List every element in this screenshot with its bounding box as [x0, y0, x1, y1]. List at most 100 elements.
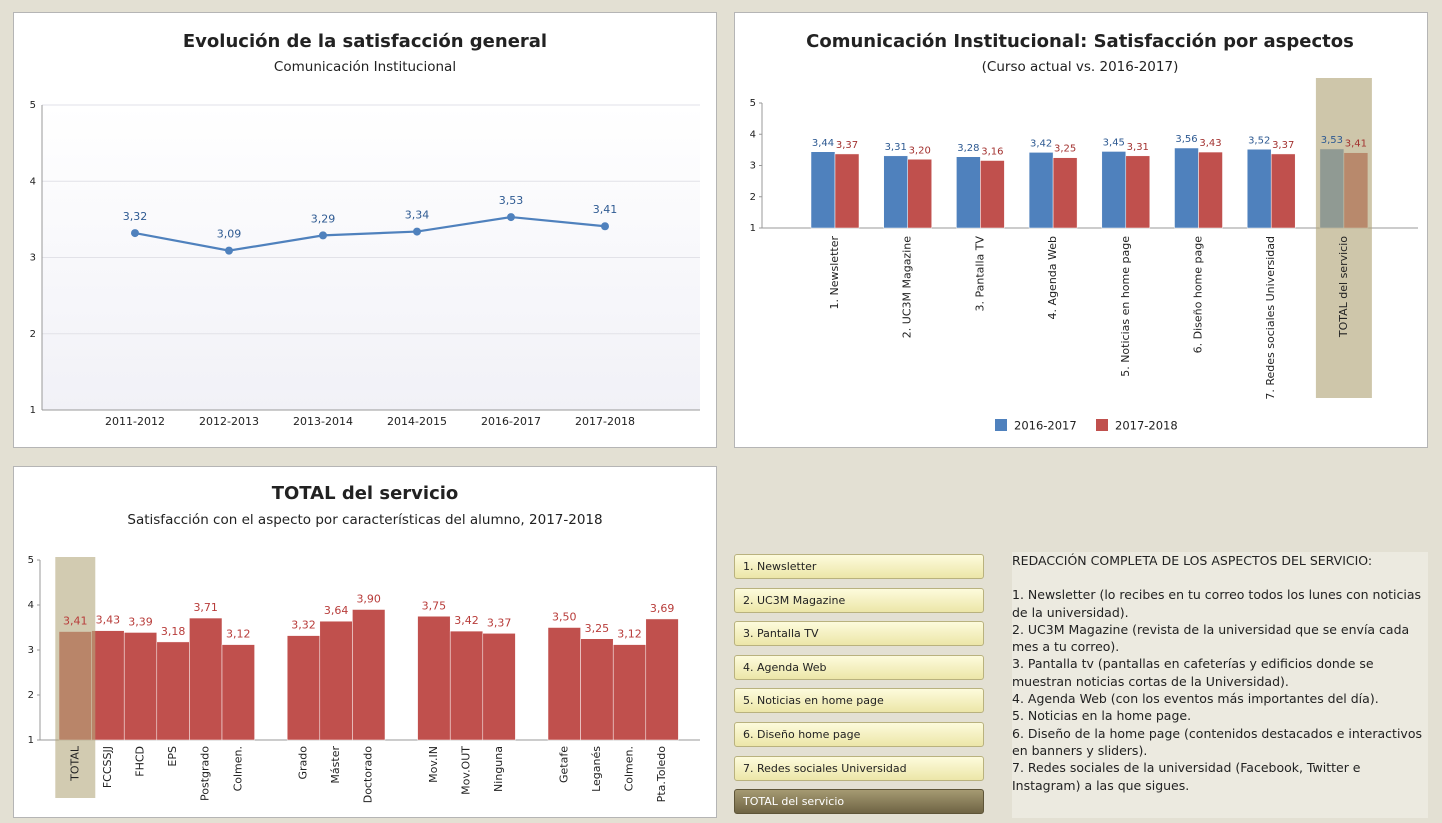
y-tick-label: 3 [28, 645, 34, 656]
value-label: 3,32 [291, 619, 316, 632]
bar [352, 609, 386, 741]
aspect-button[interactable]: 1. Newsletter [734, 554, 984, 579]
y-tick-label: 1 [750, 223, 756, 234]
chart-subtitle: (Curso actual vs. 2016-2017) [982, 59, 1179, 75]
y-tick-label: 5 [30, 100, 36, 111]
bar [221, 644, 255, 741]
point [413, 227, 421, 236]
y-tick-label: 2 [30, 329, 36, 340]
spacer [1012, 569, 1428, 586]
value-label: 3,09 [217, 228, 242, 241]
x-tick-label: 6. Diseño home page [1192, 236, 1205, 354]
aspect-button[interactable]: TOTAL del servicio [734, 789, 984, 815]
description-item: 2. UC3M Magazine (revista de la universi… [1012, 621, 1410, 655]
bar [156, 641, 190, 741]
value-label: 3,56 [1175, 134, 1197, 145]
chart-subtitle: Comunicación Institucional [274, 59, 456, 75]
value-label: 3,34 [405, 209, 430, 222]
highlight [1315, 78, 1372, 398]
value-label: 3,41 [593, 203, 618, 216]
bar [189, 617, 223, 741]
value-label: 3,41 [1345, 139, 1367, 150]
panel [734, 12, 1428, 448]
x-tick-label: 7. Redes sociales Universidad [1264, 236, 1277, 400]
aspect-button[interactable]: 2. UC3M Magazine [734, 587, 984, 613]
value-label: 3,37 [836, 140, 858, 151]
aspect-button[interactable]: 7. Redes sociales Universidad [734, 755, 984, 781]
bar [645, 618, 679, 741]
x-tick-label: Mov.IN [427, 746, 440, 783]
value-label: 3,41 [63, 615, 88, 628]
chart-title: Evolución de la satisfacción general [183, 31, 547, 52]
value-label: 3,69 [650, 602, 675, 615]
x-tick-label: 2012-2013 [199, 415, 259, 428]
bar [810, 151, 836, 229]
x-tick-label: Postgrado [199, 746, 212, 801]
bar [91, 630, 125, 741]
value-label: 3,64 [324, 604, 349, 617]
x-tick-label: EPS [166, 746, 179, 767]
description-item: 7. Redes sociales de la universidad (Fac… [1012, 760, 1361, 793]
y-tick-label: 2 [28, 690, 34, 701]
value-label: 3,32 [123, 210, 148, 223]
highlight [55, 557, 96, 798]
value-label: 3,53 [499, 194, 524, 207]
x-tick-label: Máster [329, 746, 342, 784]
point [601, 222, 609, 231]
aspect-button[interactable]: 5. Noticias en home page [734, 688, 984, 714]
value-label: 3,45 [1103, 137, 1125, 148]
point [507, 213, 515, 222]
value-label: 3,75 [422, 599, 447, 612]
description-item: 5. Noticias en la home page. [1012, 708, 1192, 724]
x-tick-label: 1. Newsletter [828, 236, 841, 310]
x-tick-label: Colmen. [231, 746, 244, 791]
bar [1028, 152, 1054, 229]
bar [1052, 157, 1078, 229]
bar [1125, 155, 1151, 229]
y-tick-label: 5 [750, 98, 756, 109]
y-tick-label: 4 [750, 129, 756, 140]
description: REDACCIÓN COMPLETA DE LOS ASPECTOS DEL S… [1012, 552, 1428, 818]
y-tick-label: 1 [30, 405, 36, 416]
value-label: 3,29 [311, 212, 336, 225]
bar [123, 632, 158, 741]
value-label: 3,53 [1321, 135, 1343, 146]
bar [883, 155, 908, 229]
bar [1101, 151, 1127, 229]
x-tick-label: 2017-2018 [575, 415, 635, 428]
x-tick-label: 2014-2015 [387, 415, 447, 428]
aspect-button[interactable]: 3. Pantalla TV [734, 621, 984, 647]
bar [449, 630, 484, 741]
value-label: 3,12 [617, 628, 642, 641]
description-item: 4. Agenda Web (con los eventos más impor… [1012, 691, 1379, 707]
legend-swatch [1096, 419, 1108, 431]
value-label: 3,12 [226, 628, 251, 641]
y-tick-label: 4 [28, 600, 34, 611]
y-tick-label: 1 [28, 735, 34, 746]
aspect-button[interactable]: 6. Diseño home page [734, 722, 984, 747]
legend-label: 2017-2018 [1115, 419, 1178, 433]
value-label: 3,18 [161, 625, 186, 638]
bar [834, 153, 860, 229]
value-label: 3,71 [193, 601, 218, 614]
bar [1198, 151, 1223, 229]
bar [286, 635, 321, 741]
y-tick-label: 5 [28, 555, 34, 566]
y-tick-label: 3 [750, 161, 756, 172]
value-label: 3,20 [909, 145, 931, 156]
legend-swatch [995, 419, 1007, 431]
x-tick-label: Ninguna [492, 746, 505, 792]
x-tick-label: Pta.Toledo [655, 746, 668, 803]
value-label: 3,43 [1199, 138, 1221, 149]
bar [980, 160, 1005, 229]
y-tick-label: 4 [30, 176, 36, 187]
x-tick-label: Mov.OUT [460, 746, 473, 795]
line [134, 215, 606, 252]
aspect-button[interactable]: 4. Agenda Web [734, 654, 984, 680]
value-label: 3,42 [454, 614, 479, 627]
bar [482, 633, 516, 741]
value-label: 3,44 [812, 138, 834, 149]
x-tick-label: 2016-2017 [481, 415, 541, 428]
